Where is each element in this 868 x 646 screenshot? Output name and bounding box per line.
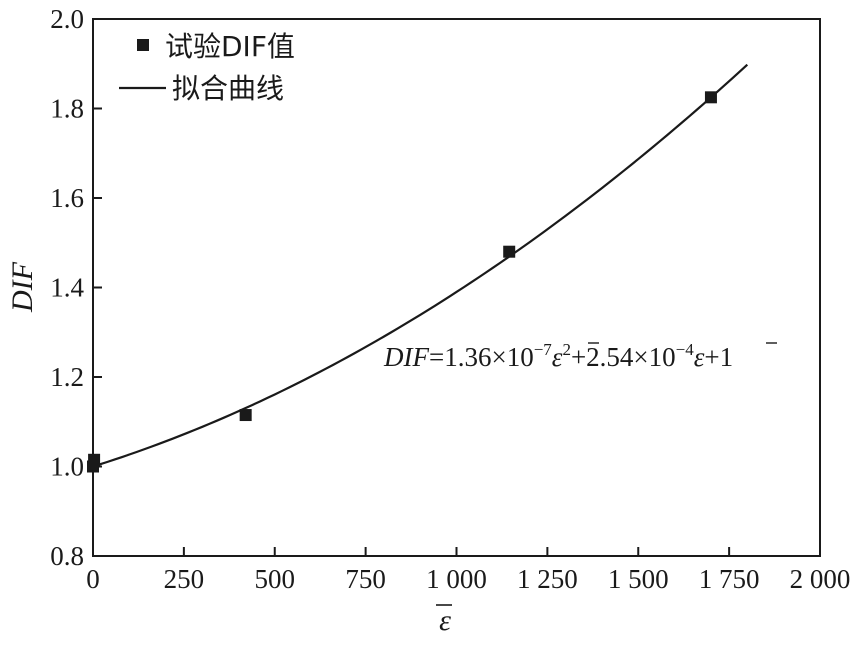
y-tick-label: 1.4	[50, 273, 84, 303]
fit-curve	[92, 63, 749, 468]
eq-part-1: =1.36×10	[429, 342, 534, 372]
legend: 试验DIF值 拟合曲线	[119, 30, 295, 105]
y-tick-label: 1.0	[50, 452, 84, 482]
x-tick-label: 2 000	[790, 564, 851, 594]
data-point	[704, 91, 717, 104]
eq-var-1: ε	[552, 342, 563, 372]
x-tick-label: 500	[255, 564, 296, 594]
eq-part-2: +2.54×10	[571, 342, 676, 372]
y-tick-label: 2.0	[50, 4, 84, 34]
eq-square: 2	[562, 340, 571, 359]
y-tick-label: 1.8	[50, 94, 84, 124]
legend-label-scatter: 试验DIF值	[165, 30, 295, 63]
x-tick-label: 250	[164, 564, 205, 594]
eq-var-2: ε	[694, 342, 705, 372]
x-tick-label: 750	[345, 564, 386, 594]
x-axis: 0 250 500 750 1 000 1 250 1 500 1 750 2 000	[86, 547, 850, 594]
x-axis-label: ε	[439, 604, 451, 637]
eq-lhs: DIF	[383, 342, 429, 372]
x-tick-label: 0	[86, 564, 100, 594]
legend-marker-square	[137, 39, 149, 51]
legend-label-line: 拟合曲线	[172, 72, 284, 105]
y-tick-label: 0.8	[50, 541, 84, 571]
y-tick-label: 1.2	[50, 362, 84, 392]
y-axis-label: DIF	[6, 261, 39, 313]
data-point	[503, 245, 516, 258]
data-point	[239, 409, 252, 422]
y-tick-label: 1.6	[50, 183, 84, 213]
y-axis: 0.8 1.0 1.2 1.4 1.6 1.8 2.0	[50, 4, 102, 571]
x-tick-label: 1 750	[699, 564, 760, 594]
eq-tail: +1	[704, 342, 733, 372]
fit-equation-text: DIF=1.36×10−7ε2+2.54×10−4ε+1	[383, 340, 733, 372]
eq-exp-1: −7	[534, 340, 553, 359]
data-points	[87, 91, 717, 473]
x-tick-label: 1 000	[426, 564, 487, 594]
x-tick-label: 1 250	[517, 564, 578, 594]
data-point	[88, 453, 101, 466]
x-tick-label: 1 500	[608, 564, 669, 594]
eq-exp-2: −4	[676, 340, 695, 359]
fit-equation: DIF=1.36×10−7ε2+2.54×10−4ε+1	[383, 340, 777, 372]
x-axis-label-group: ε	[436, 604, 452, 637]
